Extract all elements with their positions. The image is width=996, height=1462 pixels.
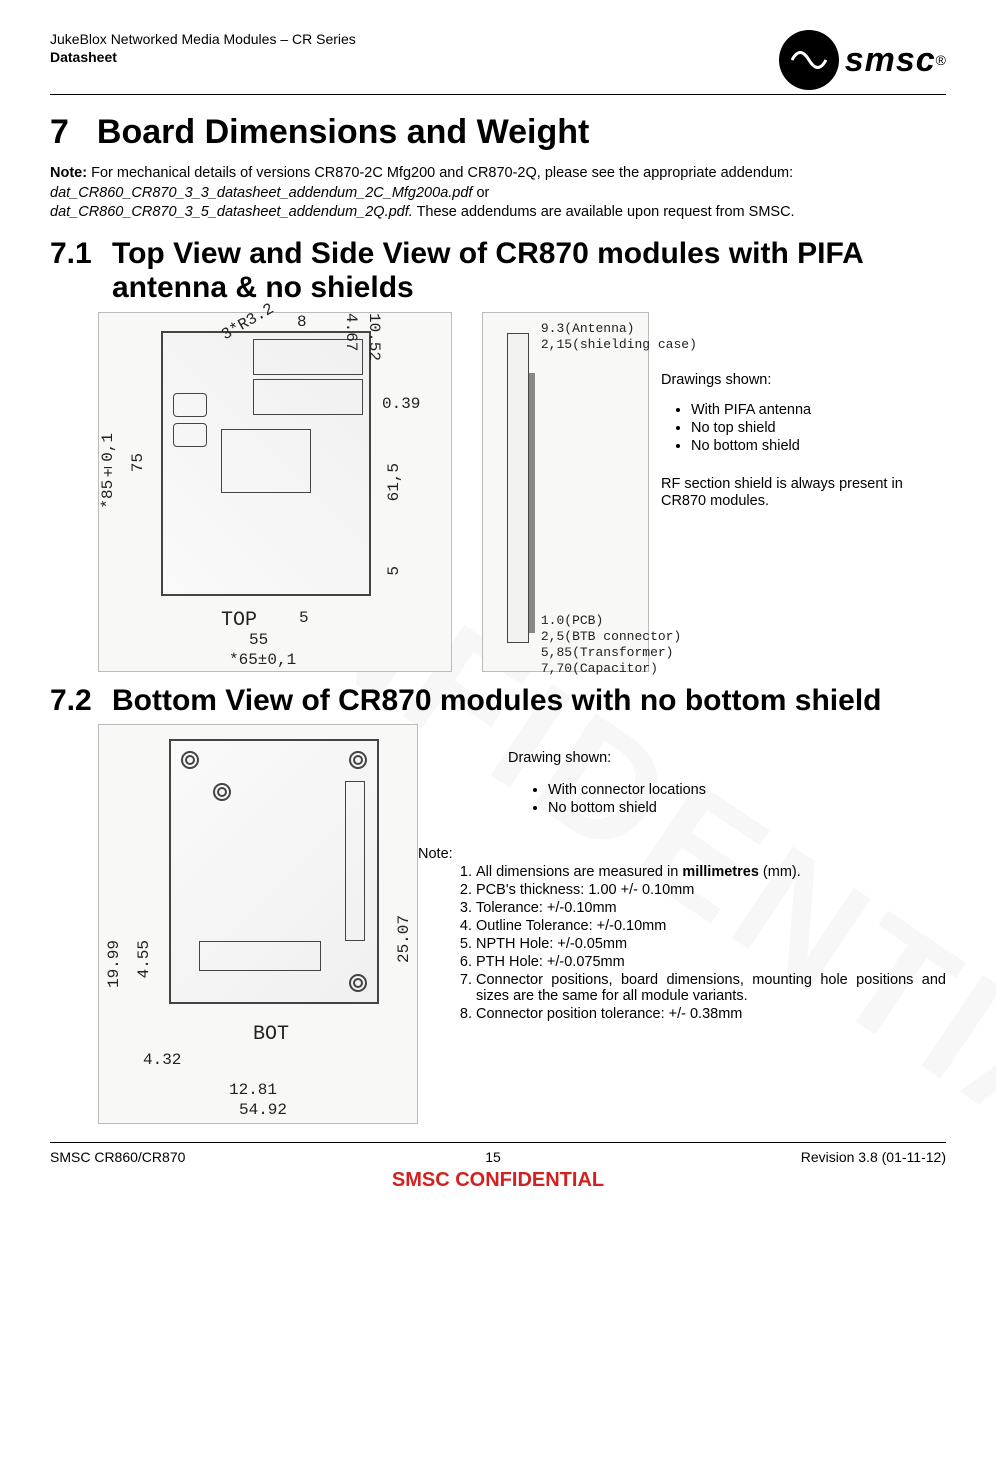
mount-hole-icon xyxy=(211,781,233,803)
dim-5492: 54.92 xyxy=(239,1101,287,1119)
brand-logo: smsc ® xyxy=(779,30,946,90)
mount-hole-icon xyxy=(179,749,201,771)
dim-55: 55 xyxy=(249,631,268,649)
dim-1999: 19.99 xyxy=(105,940,123,988)
figure-row-71: 3*R3.2 8 4.67 10.52 0.39 *85±0,1 75 61,5… xyxy=(50,312,946,672)
figure-side-view: 9.3(Antenna) 2,15(shielding case) 1.0(PC… xyxy=(482,312,649,672)
note-7: Connector positions, board dimensions, m… xyxy=(476,972,946,1004)
note-4: Outline Tolerance: +/-0.10mm xyxy=(476,918,946,934)
section-7-heading: 7 Board Dimensions and Weight xyxy=(50,113,946,152)
note-5: NPTH Hole: +/-0.05mm xyxy=(476,936,946,952)
note-6: PTH Hole: +/-0.075mm xyxy=(476,954,946,970)
dim-25-btb: 2,5(BTB connector) xyxy=(541,629,681,644)
dim-5a: 5 xyxy=(385,566,403,576)
dim-770-cap: 7,70(Capacitor) xyxy=(541,661,658,676)
drawing-shown-72: Drawing shown: xyxy=(508,750,946,766)
dim-432: 4.32 xyxy=(143,1051,181,1069)
section-72-heading: 7.2Bottom View of CR870 modules with no … xyxy=(50,684,946,719)
section-7-number: 7 xyxy=(50,113,69,151)
note-or: or xyxy=(472,185,489,201)
note-file1: dat_CR860_CR870_3_3_datasheet_addendum_2… xyxy=(50,185,472,201)
dim-1281: 12.81 xyxy=(229,1081,277,1099)
section-71-heading: 7.1Top View and Side View of CR870 modul… xyxy=(50,237,946,306)
bullet-connector-loc: With connector locations xyxy=(548,782,946,798)
mount-hole-icon xyxy=(347,749,369,771)
note-line1: For mechanical details of versions CR870… xyxy=(87,165,793,181)
label-top: TOP xyxy=(221,609,257,632)
page-footer: SMSC CR860/CR870 15 Revision 3.8 (01-11-… xyxy=(50,1149,946,1165)
dim-039: 0.39 xyxy=(382,395,420,413)
figure-top-view: 3*R3.2 8 4.67 10.52 0.39 *85±0,1 75 61,5… xyxy=(98,312,452,672)
rf-shield-note: RF section shield is always present in C… xyxy=(661,476,946,511)
header-title: JukeBlox Networked Media Modules – CR Se… xyxy=(50,30,356,48)
dim-5b: 5 xyxy=(299,609,309,627)
pcb-outline-top xyxy=(161,331,371,596)
dim-585-xfmr: 5,85(Transformer) xyxy=(541,645,674,660)
dim-1052: 10.52 xyxy=(365,313,383,361)
figure-bottom-view: 19.99 4.55 25.07 4.32 BOT 12.81 54.92 xyxy=(98,724,418,1124)
logo-registered-icon: ® xyxy=(936,52,946,68)
section-7-note: Note: For mechanical details of versions… xyxy=(50,164,946,223)
mount-hole-icon xyxy=(347,972,369,994)
note-tail: These addendums are available upon reque… xyxy=(413,204,795,220)
figure-row-72: 19.99 4.55 25.07 4.32 BOT 12.81 54.92 Dr… xyxy=(50,724,946,1124)
dim-215-shield: 2,15(shielding case) xyxy=(541,337,697,352)
note-3: Tolerance: +/-0.10mm xyxy=(476,900,946,916)
note-2: PCB's thickness: 1.00 +/- 0.10mm xyxy=(476,882,946,898)
bullet-pifa: With PIFA antenna xyxy=(691,402,946,418)
section-71-title: Top View and Side View of CR870 modules … xyxy=(112,237,932,306)
sine-icon xyxy=(791,49,827,71)
dim-65: *65±0,1 xyxy=(229,651,296,669)
dim-75: 75 xyxy=(129,453,147,472)
footer-page-number: 15 xyxy=(485,1149,501,1165)
dim-2507: 25.07 xyxy=(395,915,413,963)
dim-455: 4.55 xyxy=(135,940,153,978)
logo-text: smsc xyxy=(845,41,936,80)
note-1: All dimensions are measured in millimetr… xyxy=(476,864,946,880)
logo-circle-icon xyxy=(779,30,839,90)
dim-467: 4.67 xyxy=(342,313,360,351)
section-71-number: 7.1 xyxy=(50,237,112,272)
bullet-no-bottom-shield: No bottom shield xyxy=(548,800,946,816)
header-subtitle: Datasheet xyxy=(50,48,356,66)
pcb-outline-bottom xyxy=(169,739,379,1004)
drawings-shown-71: Drawings shown: With PIFA antenna No top… xyxy=(661,312,946,511)
header-rule xyxy=(50,94,946,95)
page-header: JukeBlox Networked Media Modules – CR Se… xyxy=(50,30,946,90)
note-lead: Note: xyxy=(50,165,87,181)
bullet-notop: No top shield xyxy=(691,420,946,436)
dim-8: 8 xyxy=(297,313,307,331)
drawings-title: Drawings shown: xyxy=(661,372,946,388)
section-7-title: Board Dimensions and Weight xyxy=(97,113,589,151)
notes-lead: Note: xyxy=(418,846,946,862)
pcb-side-outline xyxy=(507,333,529,643)
dim-10-pcb: 1.0(PCB) xyxy=(541,613,603,628)
pcb-side-board xyxy=(529,373,535,633)
footer-left: SMSC CR860/CR870 xyxy=(50,1149,185,1165)
dim-85: *85±0,1 xyxy=(99,433,117,509)
section-72-title: Bottom View of CR870 modules with no bot… xyxy=(112,684,932,719)
dim-93-antenna: 9.3(Antenna) xyxy=(541,321,635,336)
section-72-number: 7.2 xyxy=(50,684,112,719)
footer-confidential: SMSC CONFIDENTIAL xyxy=(50,1169,946,1192)
header-left: JukeBlox Networked Media Modules – CR Se… xyxy=(50,30,356,66)
footer-rule xyxy=(50,1142,946,1143)
label-bot: BOT xyxy=(253,1023,289,1046)
notes-block: Note: All dimensions are measured in mil… xyxy=(418,846,946,1022)
footer-revision: Revision 3.8 (01-11-12) xyxy=(801,1149,946,1165)
dim-615: 61,5 xyxy=(385,463,403,501)
right-column-72: Drawing shown: With connector locations … xyxy=(418,724,946,1024)
bullet-nobottom: No bottom shield xyxy=(691,438,946,454)
note-file2: dat_CR860_CR870_3_5_datasheet_addendum_2… xyxy=(50,204,413,220)
note-8: Connector position tolerance: +/- 0.38mm xyxy=(476,1006,946,1022)
